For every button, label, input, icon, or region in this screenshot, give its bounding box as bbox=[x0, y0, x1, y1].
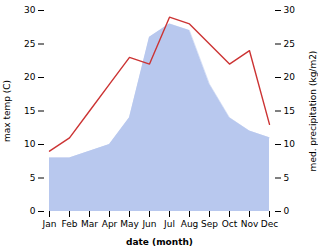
svg-text:Nov: Nov bbox=[241, 219, 259, 229]
svg-text:10: 10 bbox=[284, 139, 296, 149]
svg-text:25: 25 bbox=[284, 39, 295, 49]
svg-text:20: 20 bbox=[24, 72, 36, 82]
svg-text:Dec: Dec bbox=[261, 219, 278, 229]
svg-text:0: 0 bbox=[30, 206, 36, 216]
svg-text:30: 30 bbox=[284, 5, 296, 15]
svg-text:5: 5 bbox=[30, 173, 36, 183]
svg-text:20: 20 bbox=[284, 72, 296, 82]
svg-text:Apr: Apr bbox=[102, 219, 118, 229]
svg-text:Jul: Jul bbox=[163, 219, 175, 229]
svg-text:Mar: Mar bbox=[81, 219, 98, 229]
svg-text:Jan: Jan bbox=[42, 219, 57, 229]
svg-text:0: 0 bbox=[284, 206, 290, 216]
svg-text:med. precipitation (kg/m2): med. precipitation (kg/m2) bbox=[308, 51, 318, 172]
svg-text:May: May bbox=[120, 219, 139, 229]
svg-text:25: 25 bbox=[24, 39, 35, 49]
svg-text:10: 10 bbox=[24, 139, 36, 149]
svg-text:30: 30 bbox=[24, 5, 36, 15]
svg-text:Aug: Aug bbox=[181, 219, 199, 229]
svg-text:15: 15 bbox=[284, 106, 295, 116]
svg-text:15: 15 bbox=[24, 106, 35, 116]
svg-text:Sep: Sep bbox=[201, 219, 218, 229]
svg-text:Oct: Oct bbox=[222, 219, 238, 229]
svg-text:Feb: Feb bbox=[62, 219, 78, 229]
svg-text:max temp (C): max temp (C) bbox=[2, 80, 12, 142]
svg-text:date (month): date (month) bbox=[126, 237, 193, 247]
svg-text:5: 5 bbox=[284, 173, 290, 183]
svg-text:Jun: Jun bbox=[141, 219, 156, 229]
